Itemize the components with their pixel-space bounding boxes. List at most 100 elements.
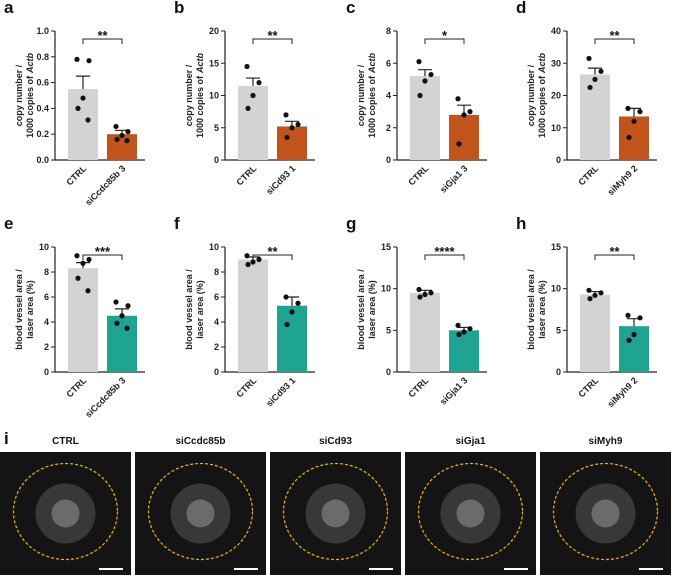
data-point: [74, 253, 80, 259]
data-point: [244, 63, 250, 70]
data-point: [283, 112, 289, 118]
data-point: [631, 118, 637, 124]
error-bar: [588, 67, 602, 75]
y-tick-label: 30: [551, 58, 561, 68]
x-tick-label: CTRL: [576, 163, 600, 187]
y-axis-label: copy number /1000 copies ofActb: [14, 52, 35, 138]
x-tick-label: CTRL: [406, 163, 430, 187]
image-label: siMyh9: [589, 436, 623, 447]
laser-area-outline: [12, 462, 119, 561]
data-point: [75, 105, 81, 111]
data-point: [295, 121, 301, 128]
data-point: [86, 58, 92, 64]
data-point: [245, 105, 251, 111]
data-point: [587, 296, 593, 302]
y-tick-label: 0: [556, 155, 561, 165]
y-axis-label-line: Actb: [537, 52, 547, 74]
y-axis-label-line: laser area (%): [537, 280, 547, 339]
data-point: [289, 309, 295, 315]
data-point: [114, 320, 120, 326]
data-point: [598, 68, 604, 74]
data-point: [114, 136, 120, 142]
bar: [580, 74, 610, 160]
y-tick-label: 0: [44, 367, 49, 377]
y-tick-label: 0.6: [36, 78, 49, 88]
y-tick-label: 15: [551, 242, 561, 252]
error-bar: [418, 69, 432, 77]
bar: [277, 126, 307, 160]
micrograph-signal: [305, 483, 366, 544]
y-axis-label-line: Actb: [367, 52, 377, 74]
data-point: [284, 321, 290, 328]
y-axis-label: blood vessel area /laser area (%): [526, 269, 547, 350]
micrograph-signal: [170, 483, 231, 544]
y-tick-label: 20: [209, 26, 219, 36]
data-point: [467, 109, 473, 115]
y-tick-label: 10: [209, 242, 219, 252]
y-tick-label: 15: [209, 58, 219, 68]
data-point: [625, 312, 631, 318]
data-point: [416, 286, 422, 293]
y-tick-label: 10: [551, 123, 561, 133]
data-point: [119, 313, 125, 319]
y-tick-label: 8: [44, 267, 49, 277]
data-point: [428, 290, 434, 296]
panel-letter: c: [346, 0, 355, 17]
bar: [277, 305, 307, 372]
x-tick-label: siCd93 1: [264, 375, 297, 408]
data-point: [422, 291, 428, 298]
panel-letter: d: [516, 0, 526, 17]
panel-letter: h: [516, 214, 526, 233]
micrograph-signal: [35, 483, 96, 544]
significance-bracket: [82, 38, 123, 44]
significance-bracket: [252, 254, 293, 260]
y-axis-label-line: copy number /: [184, 64, 194, 126]
y-tick-label: 2: [214, 342, 219, 352]
y-axis-label-line: blood vessel area /: [184, 269, 194, 350]
x-tick-label: siMyh9 2: [605, 375, 639, 409]
y-tick-label: 6: [214, 292, 219, 302]
significance: ****: [434, 244, 455, 259]
y-axis-label-line: blood vessel area /: [356, 269, 366, 350]
micrograph-core: [456, 499, 485, 528]
data-point: [417, 294, 423, 300]
data-point: [124, 138, 130, 144]
data-point: [455, 96, 461, 102]
y-tick-label: 2: [386, 123, 391, 133]
data-point: [598, 290, 604, 296]
micrograph-signal: [575, 483, 636, 544]
significance: **: [267, 28, 278, 43]
data-point: [625, 105, 631, 111]
y-axis-label: blood vessel area /laser area (%): [356, 269, 377, 350]
data-point: [626, 337, 632, 343]
y-axis-label: copy number /1000 copies ofActb: [184, 52, 205, 138]
data-point: [113, 123, 119, 130]
data-point: [80, 95, 86, 101]
significance: **: [97, 28, 108, 43]
y-tick-label: 0.8: [36, 52, 49, 62]
y-tick-label: 0: [214, 367, 219, 377]
y-tick-label: 0: [386, 155, 391, 165]
y-tick-label: 4: [386, 91, 391, 101]
data-point: [74, 56, 80, 62]
error-bar: [76, 75, 90, 90]
y-axis-label-line: Actb: [25, 52, 35, 74]
data-point: [592, 292, 598, 298]
y-tick-label: 40: [551, 26, 561, 36]
panel-letter: f: [174, 214, 180, 233]
y-tick-label: 0: [214, 155, 219, 165]
y-tick-label: 10: [551, 284, 561, 294]
y-tick-label: 5: [556, 325, 561, 335]
data-point: [592, 76, 598, 82]
significance: **: [609, 244, 620, 259]
y-axis-label-line: copy number /: [356, 64, 366, 126]
bar: [410, 76, 440, 160]
micrograph-signal: [440, 483, 501, 544]
data-point: [456, 331, 462, 338]
y-axis-label: blood vessel area /laser area (%): [14, 269, 35, 350]
data-point: [245, 261, 251, 268]
x-tick-label: siCcdc85b 3: [83, 375, 127, 419]
micrograph-core: [51, 499, 80, 528]
y-axis-label-line: blood vessel area /: [14, 269, 24, 350]
micrograph-core: [591, 499, 620, 528]
